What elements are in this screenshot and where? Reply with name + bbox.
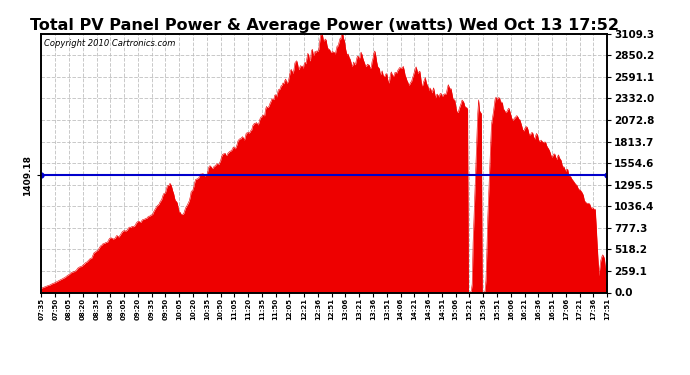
Title: Total PV Panel Power & Average Power (watts) Wed Oct 13 17:52: Total PV Panel Power & Average Power (wa… <box>30 18 619 33</box>
Text: Copyright 2010 Cartronics.com: Copyright 2010 Cartronics.com <box>44 39 175 48</box>
